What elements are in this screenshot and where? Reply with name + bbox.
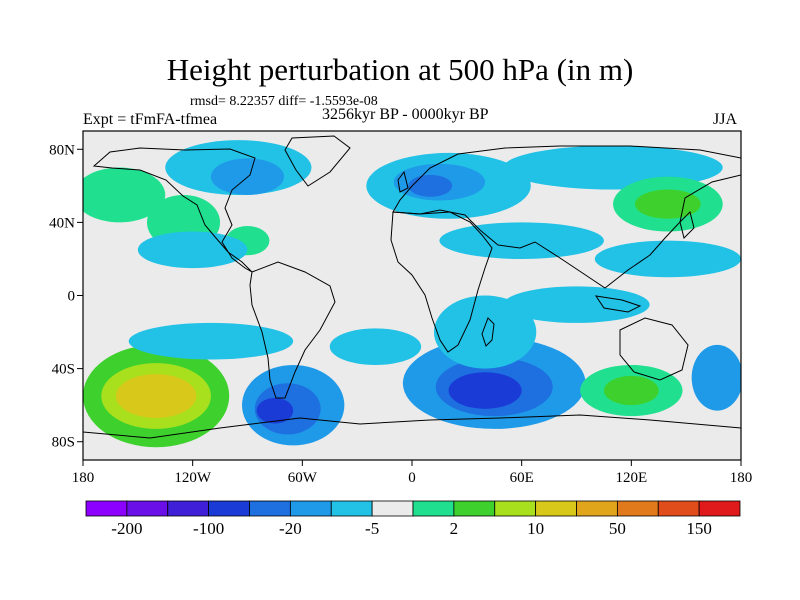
experiment-label: Expt = tFmFA-tfmea (83, 111, 218, 128)
colorbar-label: 2 (450, 519, 459, 538)
coastline-australia (619, 317, 689, 381)
colorbar-swatch-15 (698, 500, 741, 517)
contour-region-20 (634, 189, 701, 219)
contour-region-29 (503, 286, 650, 323)
colorbar-label: 10 (527, 519, 544, 538)
colorbar-swatch-3 (208, 500, 250, 517)
y-tick-label: 0 (68, 289, 76, 305)
y-tick-label: 40S (52, 362, 75, 378)
colorbar-swatch-14 (657, 500, 700, 517)
colorbar (85, 500, 741, 517)
colorbar-swatch-10 (494, 500, 537, 517)
contour-region-11 (603, 375, 659, 406)
period-label: 3256kyr BP - 0000kyr BP (322, 106, 489, 123)
coastline-south-america (249, 261, 336, 399)
colorbar-swatch-6 (330, 500, 373, 517)
contour-region-25 (439, 222, 604, 259)
colorbar-swatch-1 (126, 500, 169, 517)
colorbar-label: -100 (193, 519, 224, 538)
colorbar-labels: -200 -100 -20 -5 2 10 50 150 (111, 519, 712, 538)
y-tick-label: 80S (52, 435, 75, 451)
contour-fill-layer (83, 140, 741, 448)
contour-region-26 (594, 240, 741, 278)
contour-region-27 (128, 322, 294, 360)
colorbar-swatch-11 (535, 500, 577, 517)
coastline-eurasia (392, 145, 741, 289)
contour-region-21 (83, 167, 166, 223)
colorbar-swatch-13 (616, 500, 659, 517)
season-label: JJA (713, 111, 738, 128)
axis-ticks (77, 148, 742, 466)
colorbar-label: -20 (279, 519, 302, 538)
coastline-madagascar (481, 317, 495, 347)
y-tick-label: 40N (49, 215, 75, 231)
stats-label: rmsd= 8.22357 diff= -1.5593e-08 (190, 94, 378, 109)
colorbar-swatch-9 (453, 500, 496, 517)
contour-region-5 (256, 397, 294, 424)
x-tick-label: 60W (288, 470, 318, 486)
coastline-indonesia (594, 295, 642, 313)
axis-tick-labels: 180 120W 60W 0 60E 120E 180 80N 40N 0 40S 80S (49, 142, 752, 486)
colorbar-label: -5 (365, 519, 379, 538)
x-tick-label: 180 (730, 470, 753, 486)
coastline-africa (390, 211, 493, 353)
colorbar-swatch-4 (249, 500, 291, 517)
colorbar-label: 150 (686, 519, 712, 538)
x-tick-label: 120E (615, 470, 647, 486)
contour-region-8 (448, 372, 522, 409)
coastline-greenland (284, 135, 351, 187)
coastline-antarctica (83, 414, 741, 439)
x-tick-label: 120W (174, 470, 212, 486)
colorbar-swatch-8 (412, 500, 455, 517)
colorbar-label: -200 (111, 519, 142, 538)
coastline-uk (397, 170, 409, 193)
contour-region-9 (433, 295, 537, 369)
colorbar-swatch-2 (167, 500, 210, 517)
contour-region-24 (137, 231, 248, 269)
colorbar-swatch-5 (289, 500, 332, 517)
contour-region-12 (691, 344, 741, 411)
x-tick-label: 180 (72, 470, 95, 486)
coastline-north-america (92, 147, 256, 273)
plot-title: Height perturbation at 500 hPa (in m) (166, 52, 634, 87)
contour-region-17 (408, 174, 453, 197)
y-tick-label: 80N (49, 142, 75, 158)
colorbar-swatch-0 (85, 500, 128, 517)
contour-region-2 (115, 374, 197, 418)
colorbar-label: 50 (609, 519, 626, 538)
coastline-layer (83, 135, 741, 439)
x-tick-label: 60E (510, 470, 534, 486)
x-tick-label: 0 (408, 470, 416, 486)
coastline-japan (679, 211, 695, 239)
contour-region-28 (329, 328, 422, 365)
colorbar-swatch-12 (576, 500, 618, 517)
colorbar-swatch-7 (371, 500, 414, 517)
